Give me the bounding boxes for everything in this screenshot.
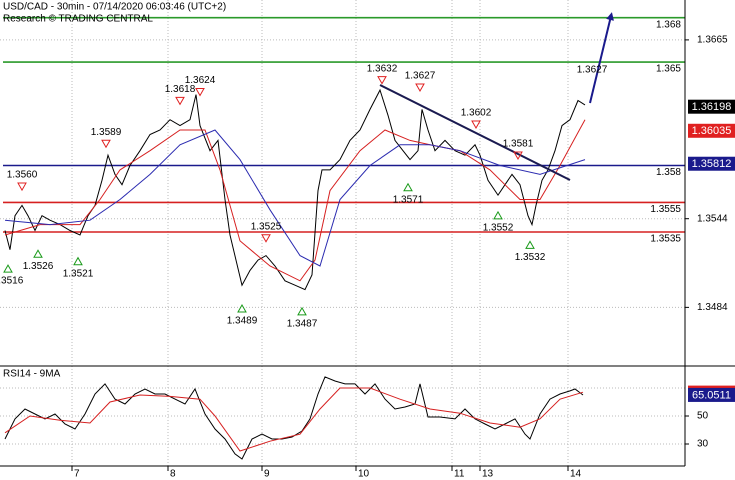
annotation-label: 1.3589 [91, 127, 122, 138]
price-tag-label: 1.36198 [692, 101, 732, 113]
low-marker [493, 210, 503, 220]
series-line [4, 387, 584, 452]
annotation-label: 1.3532 [515, 252, 546, 263]
level-label: 1.3535 [650, 234, 681, 245]
annotation-label: 1.3632 [367, 63, 398, 74]
panel-title: RSI14 - 9MA [3, 369, 61, 380]
x-tick-label: 10 [358, 469, 370, 480]
price-tag-label: 65.0511 [692, 389, 731, 401]
annotation-label: 1.3627 [405, 71, 436, 82]
series-line [4, 88, 586, 291]
series-line [4, 119, 586, 282]
chart-subtitle: Research © TRADING CENTRAL [3, 14, 153, 25]
price-tag [688, 387, 735, 402]
low-marker [237, 303, 247, 313]
x-tick-label: 14 [570, 469, 582, 480]
annotation-label: 1.3602 [461, 108, 492, 119]
chart-title: USD/CAD - 30min - 07/14/2020 06:03:46 (U… [3, 2, 226, 13]
level-label: 1.3555 [650, 204, 681, 215]
high-marker [377, 76, 387, 85]
x-tick-label: 7 [74, 469, 80, 480]
x-tick-label: 13 [482, 469, 494, 480]
high-marker [175, 96, 185, 106]
price-tag [688, 123, 735, 138]
annotation-label: 1.3571 [393, 194, 424, 205]
price-tag-label: 1.35812 [692, 158, 732, 170]
price-tag-label: 1.36035 [692, 125, 732, 137]
x-tick-label: 11 [454, 469, 465, 480]
annotation-label: 1.3552 [483, 223, 514, 234]
y-tick-label: 1.3665 [697, 35, 728, 46]
low-marker [73, 256, 83, 266]
annotation-label: 1.3627 [577, 65, 608, 76]
y-tick-label: 30 [697, 439, 709, 450]
low-marker [3, 264, 13, 273]
annotation-label: 1.3560 [7, 170, 38, 181]
annotation-label: 1.3581 [503, 139, 534, 150]
annotation-label: 1.3521 [63, 268, 94, 279]
low-marker [33, 249, 43, 258]
trend-line [379, 84, 571, 181]
forecast-arrow [589, 12, 614, 104]
series-line [4, 129, 586, 267]
annotation-label: 1.3525 [251, 221, 282, 232]
annotation-label: 1.3487 [287, 319, 318, 330]
high-marker [471, 120, 481, 130]
annotation-label: 1.3489 [227, 316, 258, 327]
high-marker [101, 139, 111, 149]
price-tag [688, 156, 735, 171]
high-marker [261, 234, 271, 243]
y-tick-label: 50 [697, 411, 709, 422]
low-marker [525, 240, 535, 249]
annotation-label: 1.3618 [165, 84, 196, 95]
x-tick-label: 8 [170, 469, 176, 480]
plot [3, 16, 685, 460]
y-tick-label: 1.3484 [697, 302, 728, 313]
annotation-label: 1.3624 [185, 75, 216, 86]
low-marker [403, 182, 413, 192]
high-marker [17, 182, 27, 192]
level-label: 1.368 [656, 19, 681, 30]
y-tick-label: 1.3544 [697, 213, 728, 224]
annotation-label: 1.3516 [0, 276, 24, 287]
x-tick-label: 9 [264, 469, 270, 480]
annotation-label: 1.3526 [23, 261, 54, 272]
high-marker [195, 87, 205, 97]
price-tag [688, 99, 735, 114]
level-label: 1.358 [656, 167, 681, 178]
high-marker [415, 83, 425, 93]
high-marker [513, 151, 523, 161]
low-marker [297, 306, 307, 316]
level-label: 1.365 [656, 64, 681, 75]
